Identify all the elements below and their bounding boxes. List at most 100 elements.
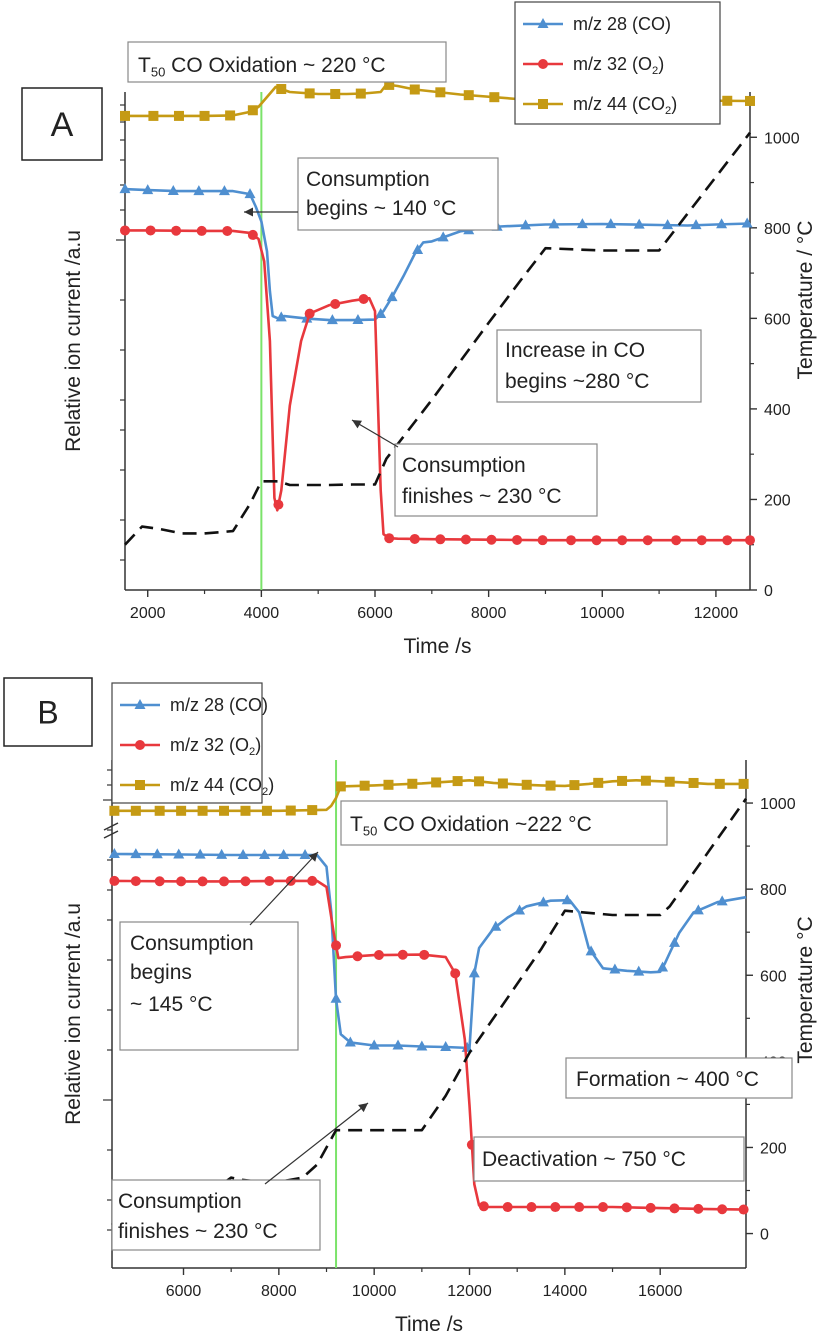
chart-panel-a: 2000 4000 6000 8000 10000 12000 0 200 400 600 800 1… (21, 1, 817, 658)
y-axis-label: Relative ion current /a.u (62, 903, 85, 1125)
annotation-c_begin-text: Consumption (130, 932, 254, 955)
marker-co (386, 291, 398, 302)
annotation-c_fin: Consumption (118, 1190, 242, 1213)
legend-entry: m/z 32 (O2) (573, 54, 664, 77)
series-line-temperature (124, 131, 752, 546)
marker-o2 (693, 1203, 704, 1214)
annotation-arrowhead (308, 852, 318, 862)
annotation-c_begin: Consumption (130, 932, 254, 955)
marker-co2 (176, 805, 187, 816)
x-tick-label: 12000 (447, 1283, 492, 1300)
marker-co (173, 848, 185, 859)
marker-co2 (285, 805, 296, 816)
marker-o2 (537, 535, 548, 546)
marker-co2 (225, 110, 236, 121)
marker-o2 (621, 1202, 632, 1213)
x-tick-label: 4000 (244, 605, 280, 622)
marker-co2 (219, 805, 230, 816)
marker-co (275, 311, 287, 322)
marker-co2 (304, 88, 315, 99)
marker-o2 (330, 299, 341, 310)
marker-co2 (722, 95, 733, 106)
annotation-c_fin: finishes ~ 230 °C (402, 485, 562, 508)
marker-o2 (642, 535, 653, 546)
series-line-temperature (110, 797, 748, 1226)
marker-co (576, 218, 588, 229)
x-axis-label: Time /s (403, 635, 471, 658)
marker-co (193, 185, 205, 196)
legend-swatch-marker (537, 18, 549, 28)
marker-co2 (452, 776, 463, 787)
marker-o2 (154, 876, 165, 887)
annotation-inc_co-text: begins ~280 °C (505, 370, 649, 393)
marker-o2 (419, 949, 430, 960)
marker-co (633, 965, 645, 976)
axis-break-mark (103, 830, 119, 839)
annotation-formation: Formation ~ 400 °C (576, 1068, 759, 1091)
marker-co (412, 244, 424, 255)
x-tick-label: 8000 (261, 1283, 297, 1300)
marker-co2 (617, 775, 628, 786)
panel-label-box (3, 677, 93, 747)
marker-co (561, 894, 573, 905)
marker-co (218, 185, 230, 196)
x-tick-label: 14000 (543, 1283, 588, 1300)
marker-co2 (384, 79, 395, 90)
marker-co (244, 188, 256, 199)
marker-o2 (478, 1201, 489, 1212)
annotation-c_fin-text: finishes ~ 230 °C (402, 485, 562, 508)
marker-co2 (569, 780, 580, 791)
annotation-c_begin-text: Consumption (306, 168, 430, 191)
marker-co (657, 961, 669, 972)
annotation-deactivation-text: Deactivation ~ 750 °C (482, 1148, 686, 1171)
marker-o2 (196, 225, 207, 236)
annotation-t50: T50 CO Oxidation ~222 °C (350, 813, 592, 839)
annotation-t50-sub: 50 (151, 65, 165, 80)
legend-entry-text: m/z 28 (CO) (170, 695, 268, 715)
legend-entry-sub: 2 (665, 105, 671, 117)
annotation-arrowhead (244, 207, 253, 217)
legend-swatch-marker (538, 59, 548, 69)
marker-co2 (435, 87, 446, 98)
legend-entry-text: m/z 32 (O (573, 54, 652, 74)
legend-swatch-marker (134, 699, 146, 709)
marker-o2 (109, 875, 120, 886)
marker-o2 (566, 535, 577, 546)
marker-o2 (384, 533, 395, 544)
annotation-arrowhead (352, 420, 362, 429)
y2-axis-label: Temperature / °C (794, 221, 817, 380)
marker-o2 (197, 876, 208, 887)
marker-co (662, 219, 674, 230)
marker-co2 (199, 110, 210, 121)
marker-o2 (738, 1204, 749, 1215)
marker-co (605, 218, 617, 229)
marker-o2 (171, 225, 182, 236)
legend-entry-text: m/z 44 (CO (573, 94, 665, 114)
marker-co (326, 314, 338, 325)
legend-entry-post: ) (255, 735, 261, 755)
y2-tick-label: 800 (764, 221, 791, 238)
x-axis-label: Time /s (395, 1313, 463, 1336)
marker-co (151, 848, 163, 859)
marker-co (490, 920, 502, 931)
marker-co (344, 1036, 356, 1047)
marker-co2 (109, 805, 120, 816)
y2-tick-label: 1000 (764, 130, 800, 147)
annotation-arrowhead (358, 1103, 368, 1113)
annotation-t50: T50 CO Oxidation ~ 220 °C (138, 54, 386, 80)
marker-co (375, 307, 387, 318)
marker-co2 (240, 805, 251, 816)
marker-co2 (148, 110, 159, 121)
marker-co (633, 218, 645, 229)
annotation-box (119, 921, 299, 1051)
axis-break-mark (103, 822, 119, 831)
y2-tick-label: 600 (760, 968, 787, 985)
legend-entry-post: ) (268, 775, 274, 795)
marker-co (668, 936, 680, 947)
marker-o2 (435, 534, 446, 545)
marker-o2 (450, 968, 461, 979)
x-tick-label: 12000 (694, 605, 739, 622)
marker-o2 (130, 876, 141, 887)
y2-tick-label: 400 (764, 402, 791, 419)
legend-entry-text: m/z 44 (CO (170, 775, 262, 795)
